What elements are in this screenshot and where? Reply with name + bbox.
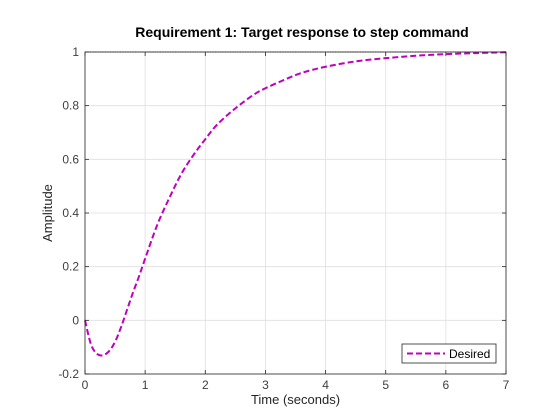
x-tick-label: 6 xyxy=(443,378,450,392)
y-axis-label: Amplitude xyxy=(40,184,55,242)
x-tick-label: 5 xyxy=(382,378,389,392)
legend-box xyxy=(401,343,497,364)
legend[interactable]: Desired xyxy=(401,343,497,364)
legend-label-desired: Desired xyxy=(449,347,490,361)
series-group xyxy=(84,51,507,357)
x-tick-label: 2 xyxy=(202,378,209,392)
y-tick-label: 0.2 xyxy=(62,260,79,274)
y-tick-label: 0.8 xyxy=(62,99,79,113)
x-tick-label: 4 xyxy=(322,378,329,392)
y-tick-label: -0.2 xyxy=(58,367,79,381)
x-tick-label: 3 xyxy=(262,378,269,392)
y-tick-label: 0.6 xyxy=(62,152,79,166)
y-tick-label: 0.4 xyxy=(62,206,79,220)
y-tick-label: 0 xyxy=(72,313,79,327)
x-axis-label: Time (seconds) xyxy=(251,392,340,407)
chart-title: Requirement 1: Target response to step c… xyxy=(135,24,468,40)
x-tick-label: 1 xyxy=(142,378,149,392)
tick-labels: 0 1 2 3 4 5 6 7-0.200.20.40.60.81 xyxy=(58,45,509,392)
y-tick-label: 1 xyxy=(72,45,79,59)
x-tick-label: 0 xyxy=(82,378,89,392)
x-tick-label: 7 xyxy=(503,378,510,392)
series-line-desired xyxy=(84,51,507,357)
